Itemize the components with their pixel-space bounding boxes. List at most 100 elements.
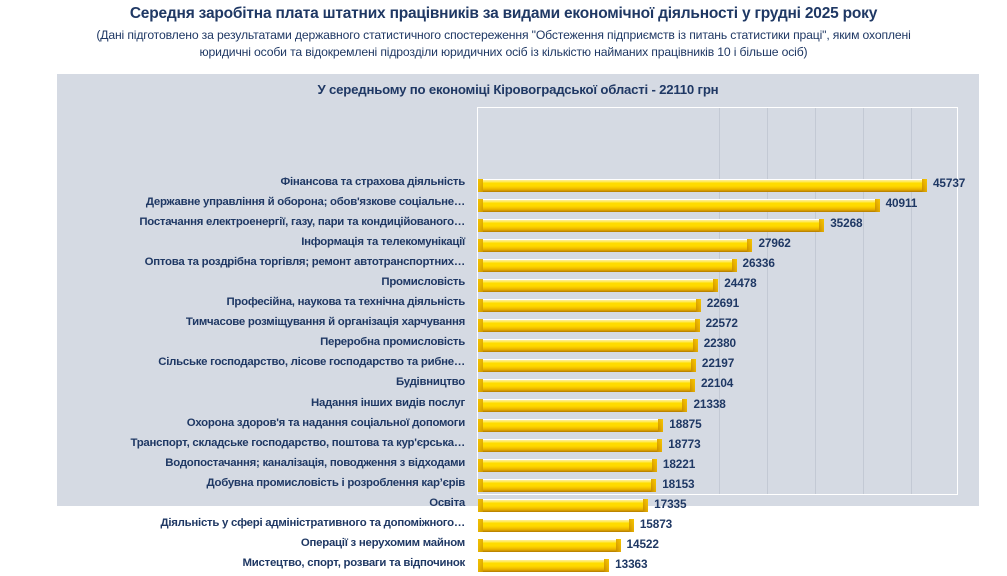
category-label: Сільське господарство, лісове господарст… [158, 356, 465, 369]
bar [478, 499, 649, 513]
bar [478, 559, 610, 573]
bar [478, 198, 880, 212]
bar-value-label: 22380 [703, 336, 736, 351]
category-label: Тимчасове розміщування й організація хар… [185, 316, 465, 329]
plot-area [477, 107, 958, 495]
gridline [815, 108, 816, 494]
bar-value-label: 24478 [724, 276, 757, 291]
bar [478, 399, 688, 413]
bar-value-label: 35268 [830, 216, 863, 231]
bar-value-label: 22104 [700, 376, 734, 391]
bar-row: Постачання електроенергії, газу, пари та… [57, 215, 979, 235]
bar [478, 338, 698, 352]
bar-fill [478, 258, 737, 272]
bar-row: Освіта 17335 [57, 496, 979, 516]
bar-value-label: 22197 [701, 356, 735, 371]
chart-panel: У середньому по економіці Кіровоградсько… [57, 74, 979, 573]
category-label: Оптова та роздрібна торгівля; ремонт авт… [144, 256, 466, 269]
category-label: Переробна промисловість [320, 336, 465, 349]
subtitle-line-2: юридичні особи та відокремлені підрозділ… [199, 45, 808, 59]
category-label: Транспорт, складське господарство, пошто… [130, 436, 465, 449]
category-label: Освіта [429, 496, 465, 509]
bar-value-label: 45737 [932, 176, 966, 190]
bar-row: Тимчасове розміщування й організація хар… [57, 315, 979, 335]
bar [478, 298, 701, 312]
gridline [719, 108, 720, 494]
bar-fill [478, 318, 700, 332]
category-label: Охорона здоров'я та надання соціальної д… [186, 416, 465, 429]
bar-row: Інформація та телекомунікації 27962 [57, 235, 979, 255]
category-label: Промисловість [381, 276, 465, 289]
bar-fill [478, 358, 696, 372]
bar-fill [478, 198, 880, 212]
bar [478, 459, 657, 473]
bar-value-label: 27962 [758, 236, 791, 251]
bar-row: Фінансова та страхова діяльність 45737 [57, 175, 979, 195]
bar-fill [478, 238, 753, 252]
bar-row: Охорона здоров'я та надання соціальної д… [57, 416, 979, 436]
category-label: Професійна, наукова та технічна діяльніс… [226, 296, 465, 309]
bar-fill [478, 378, 695, 392]
chart-subtitle-average: У середньому по економіці Кіровоградсько… [317, 82, 719, 97]
bar-row: Переробна промисловість 22380 [57, 335, 979, 355]
bar-row: Будівництво 22104 [57, 375, 979, 395]
bar-row: Професійна, наукова та технічна діяльніс… [57, 295, 979, 315]
bar-fill [478, 519, 634, 533]
bar-value-label: 22572 [705, 316, 738, 331]
category-label: Державне управління й оборона; обов'язко… [145, 196, 465, 209]
gridline [911, 108, 912, 494]
bar-fill [478, 178, 927, 192]
category-label: Надання інших видів послуг [311, 396, 465, 409]
category-label: Фінансова та страхова діяльність [280, 176, 465, 188]
bar-fill [478, 539, 621, 553]
bar [478, 479, 657, 493]
bar-row: Добувна промисловість і розроблення кар’… [57, 476, 979, 496]
bar-row: Промисловість 24478 [57, 275, 979, 295]
bar [478, 278, 719, 292]
title-block: Середня заробітна плата штатних працівни… [0, 4, 1007, 61]
bar-row: Оптова та роздрібна торгівля; ремонт авт… [57, 255, 979, 275]
bar-value-label: 26336 [742, 256, 775, 271]
bar [478, 519, 634, 533]
bar-row: Сільське господарство, лісове господарст… [57, 355, 979, 375]
subtitle-line-1: (Дані підготовлено за результатами держа… [96, 28, 911, 42]
bar-value-label: 14522 [626, 536, 659, 551]
category-label: Будівництво [395, 376, 465, 389]
bar [478, 238, 753, 252]
bar-fill [478, 278, 719, 292]
bar [478, 378, 695, 392]
bar-value-label: 17335 [654, 496, 687, 511]
gridline [767, 108, 768, 494]
bar-fill [478, 459, 657, 473]
bar-fill [478, 218, 825, 232]
bar-fill [478, 499, 649, 513]
bar [478, 419, 664, 433]
bar [478, 439, 663, 453]
bar-value-label: 21338 [693, 396, 726, 411]
bar-value-label: 15873 [639, 516, 673, 531]
bar-fill [478, 298, 701, 312]
bar-value-label: 22691 [706, 296, 740, 311]
bar-fill [478, 399, 688, 413]
category-label: Добувна промисловість і розроблення кар’… [206, 476, 465, 489]
bar-value-label: 18153 [662, 476, 695, 491]
bar [478, 218, 825, 232]
bar-fill [478, 419, 664, 433]
bar-row: Державне управління й оборона; обов'язко… [57, 195, 979, 215]
bar-row: Водопостачання; каналізація, поводження … [57, 456, 979, 476]
bar-row: Діяльність у сфері адміністративного та … [57, 516, 979, 536]
bar [478, 358, 696, 372]
bar-value-label: 18221 [662, 456, 696, 471]
bar-fill [478, 559, 610, 573]
bar-fill [478, 439, 663, 453]
category-label: Водопостачання; каналізація, поводження … [165, 456, 465, 469]
bar-value-label: 18773 [668, 436, 701, 451]
category-label: Мистецтво, спорт, розваги та відпочинок [242, 556, 466, 569]
bar-row: Транспорт, складське господарство, пошто… [57, 436, 979, 456]
category-label: Інформація та телекомунікації [301, 236, 465, 249]
bar-fill [478, 338, 698, 352]
bar-row: Мистецтво, спорт, розваги та відпочинок 1… [57, 556, 979, 576]
bar-value-label: 13363 [615, 556, 648, 571]
bar-row: Надання інших видів послуг 21338 [57, 396, 979, 416]
bar-rows: Фінансова та страхова діяльність 45737 Дер… [57, 175, 979, 576]
